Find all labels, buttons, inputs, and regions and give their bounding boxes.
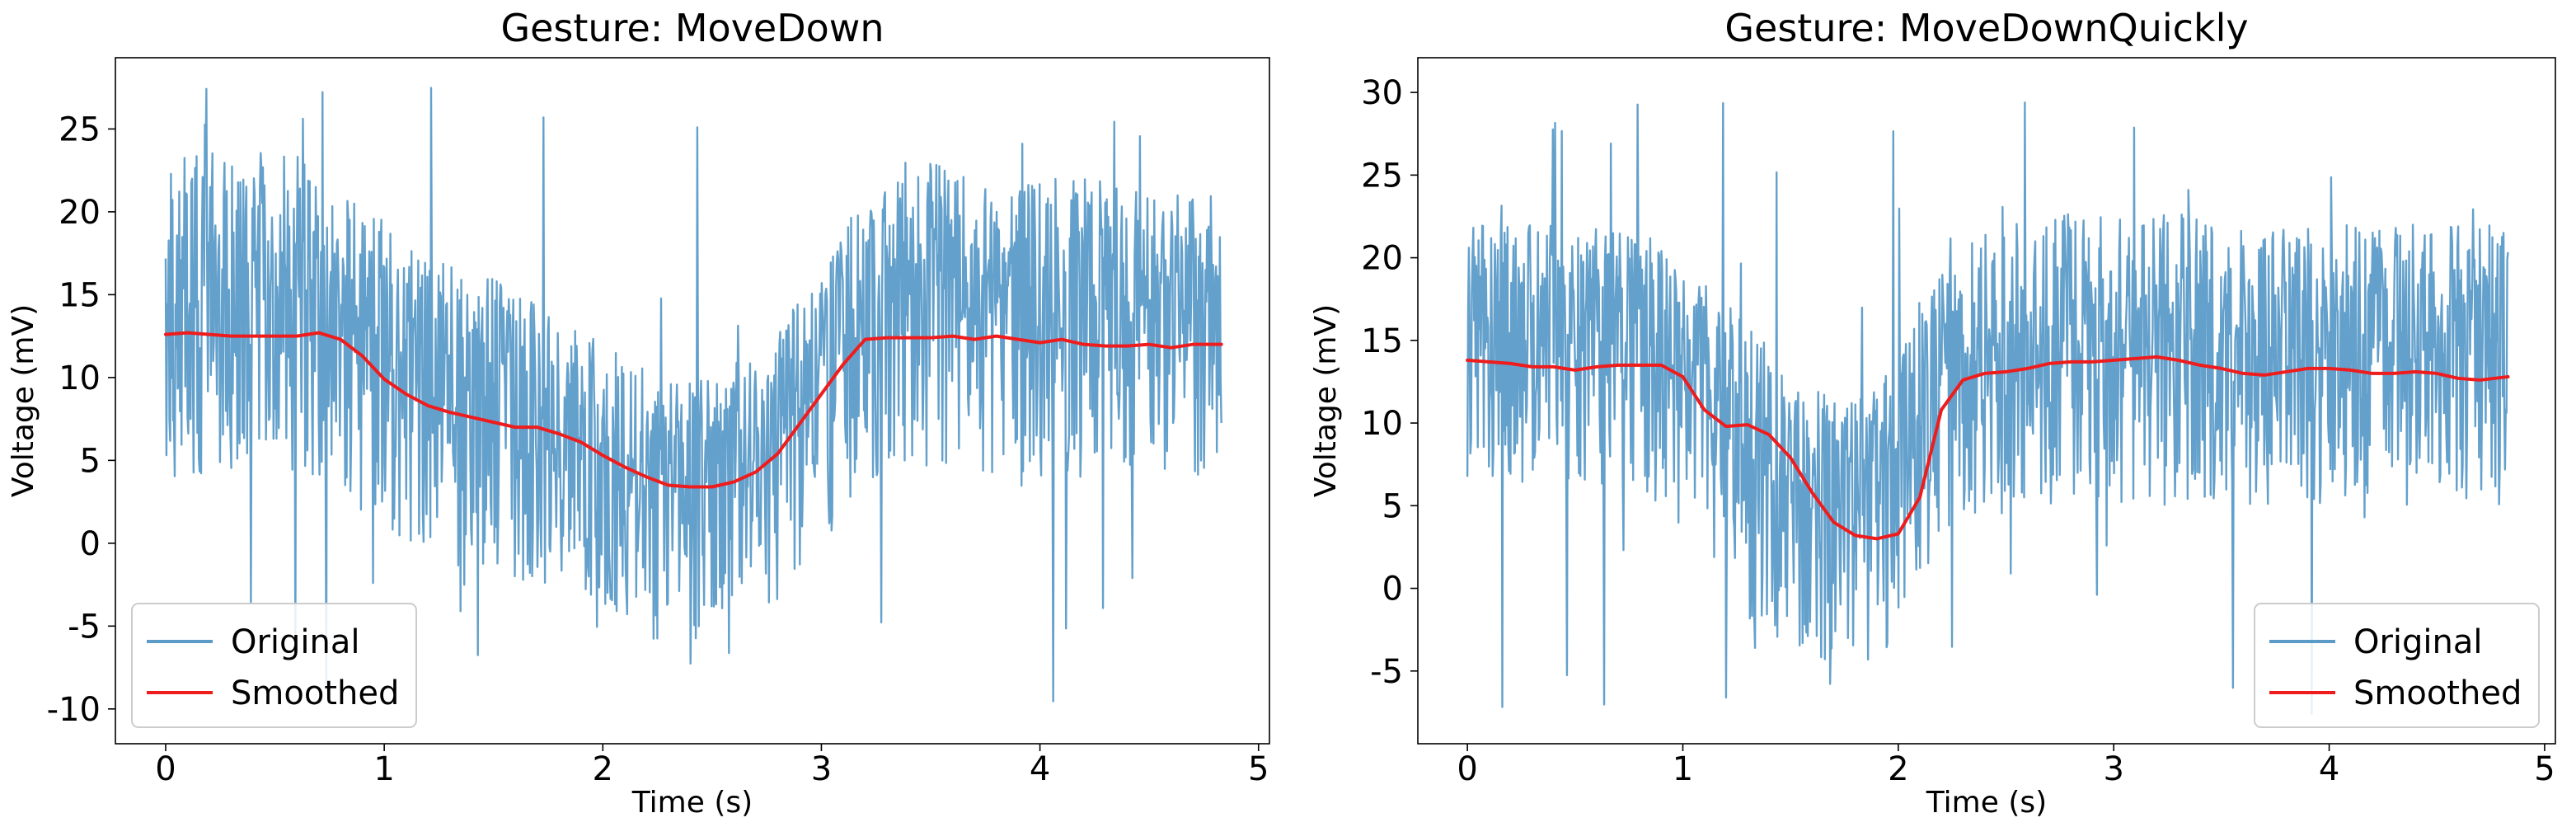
chart-panel-movedown: 0 1 2 3 4 5 -10 -5 0 5 10 15 20 25 Gesture: MoveDown Ti… (7, 6, 1270, 820)
y-tick-label: -5 (1370, 653, 1403, 691)
x-tick-label: 0 (155, 750, 176, 788)
legend-box (2254, 603, 2540, 728)
x-tick-label: 5 (2534, 750, 2555, 788)
chart-title: Gesture: MoveDownQuickly (1724, 6, 2248, 50)
plot-area (1466, 101, 2510, 716)
y-tick-label: 30 (1361, 74, 1403, 112)
series-smoothed-line (1466, 355, 2510, 541)
x-tick-label: 0 (1457, 750, 1477, 788)
plot-area (163, 87, 1223, 702)
legend-label: Smoothed (2353, 674, 2522, 712)
y-tick-label: 25 (59, 110, 101, 148)
legend-box (131, 603, 417, 728)
x-tick-label: 3 (2103, 750, 2123, 788)
y-tick-label: 0 (80, 525, 101, 563)
y-tick-label: 20 (59, 194, 101, 232)
x-tick-label: 2 (1888, 750, 1908, 788)
y-tick-label: -10 (47, 691, 101, 729)
series-original-line (1466, 101, 2509, 716)
x-tick-label: 5 (1248, 750, 1269, 788)
y-tick-label: 5 (80, 442, 101, 480)
x-tick-label: 4 (1030, 750, 1050, 788)
x-tick-label: 2 (593, 750, 613, 788)
legend: Original Smoothed (131, 603, 417, 728)
y-tick-label: 5 (1382, 487, 1403, 525)
y-tick-label: 20 (1361, 240, 1403, 278)
y-tick-label: 15 (59, 276, 101, 314)
series-smoothed-line (163, 331, 1223, 489)
axes-frame (1417, 57, 2556, 745)
y-tick-label: 10 (1361, 405, 1403, 443)
chart-panel-movedownquickly: 0 1 2 3 4 5 -5 0 5 10 15 20 25 30 Gesture: MoveDownQui… (1309, 6, 2556, 820)
x-tick-label: 4 (2319, 750, 2339, 788)
y-tick-label: 25 (1361, 157, 1403, 195)
y-tick-label: -5 (68, 608, 101, 646)
series-original-line (164, 87, 1222, 702)
x-tick-label: 3 (811, 750, 832, 788)
legend-label: Original (231, 623, 360, 661)
y-tick-label: 0 (1382, 571, 1403, 609)
legend: Original Smoothed (2254, 603, 2540, 728)
x-axis-label: Time (s) (1926, 786, 2047, 820)
x-tick-label: 1 (373, 750, 394, 788)
y-tick-label: 15 (1361, 322, 1403, 360)
legend-label: Original (2353, 623, 2483, 661)
x-tick-label: 1 (1673, 750, 1693, 788)
chart-title: Gesture: MoveDown (500, 6, 884, 50)
y-axis-label: Voltage (mV) (7, 304, 40, 497)
legend-label: Smoothed (231, 674, 399, 712)
y-tick-label: 10 (59, 359, 101, 397)
axes-frame (115, 57, 1270, 745)
x-axis-label: Time (s) (631, 786, 753, 820)
y-axis-label: Voltage (mV) (1309, 304, 1343, 497)
